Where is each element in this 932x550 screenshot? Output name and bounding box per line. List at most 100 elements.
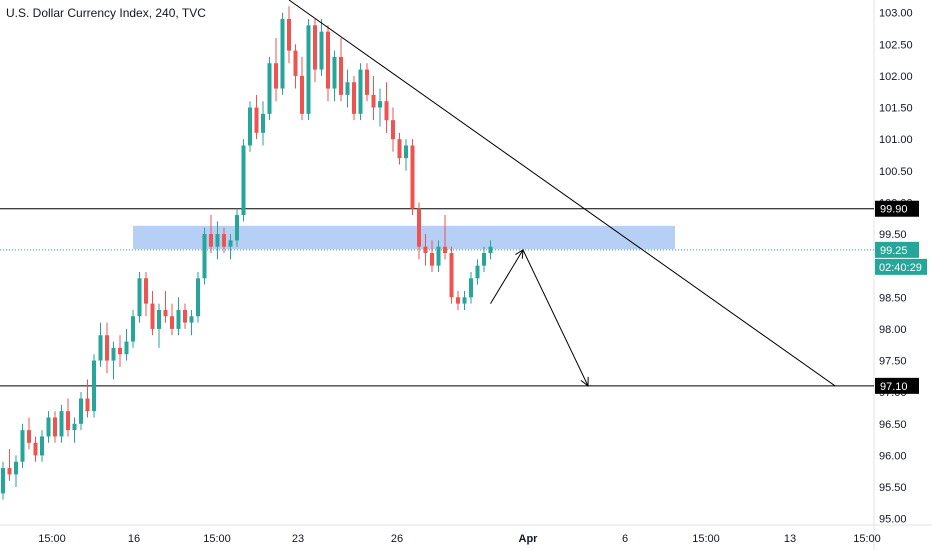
candle-up — [436, 246, 441, 266]
countdown-label: 02:40:29 — [879, 262, 922, 274]
candle-up — [404, 145, 408, 159]
x-tick-label: 15:00 — [203, 533, 231, 545]
y-tick-label: 101.50 — [879, 103, 913, 115]
candle-down — [365, 69, 369, 95]
candle-down — [313, 25, 317, 70]
y-tick-label: 103.00 — [879, 8, 913, 20]
candle-down — [287, 18, 291, 51]
x-tick-label: 13 — [784, 533, 796, 545]
candle-down — [105, 335, 109, 361]
candle-up — [215, 234, 220, 247]
y-tick-label: 102.50 — [879, 39, 913, 51]
candle-up — [92, 360, 96, 412]
support-zone — [133, 225, 675, 250]
candle-up — [482, 253, 486, 266]
candle-up — [20, 430, 25, 462]
candle-down — [274, 63, 278, 89]
chart-title: U.S. Dollar Currency Index, 240, TVC — [6, 6, 206, 20]
y-tick-label: 95.50 — [879, 482, 907, 494]
candle-down — [150, 303, 155, 329]
candle-up — [358, 69, 363, 114]
candle-down — [410, 145, 415, 209]
y-tick-label: 96.50 — [879, 419, 907, 431]
candle-down — [456, 297, 460, 304]
candle-up — [79, 398, 83, 424]
candle-up — [248, 107, 252, 146]
projection-arrow-up — [490, 250, 524, 304]
candle-up — [59, 411, 64, 437]
candle-down — [352, 82, 356, 114]
candle-up — [235, 215, 239, 241]
candle-down — [183, 309, 187, 323]
candle-up — [306, 25, 311, 114]
x-tick-label: 23 — [292, 533, 304, 545]
candle-up — [280, 18, 285, 89]
candle-up — [137, 278, 142, 317]
candle-up — [1, 468, 5, 494]
candle-down — [85, 398, 90, 412]
candle-down — [417, 208, 421, 247]
candle-down — [222, 234, 226, 247]
y-tick-label: 96.00 — [879, 450, 907, 462]
candle-up — [111, 347, 116, 361]
candle-up — [189, 316, 194, 323]
candle-up — [469, 278, 473, 298]
candle-up — [202, 234, 207, 279]
y-tick-label: 101.00 — [879, 134, 913, 146]
candle-up — [267, 63, 272, 114]
candle-down — [391, 120, 395, 140]
candle-down — [118, 347, 122, 355]
candle-up — [14, 461, 18, 475]
candle-down — [384, 101, 389, 121]
candle-down — [449, 253, 454, 298]
candle-down — [170, 316, 174, 329]
level-price-label: 99.90 — [880, 204, 908, 216]
candle-down — [397, 139, 402, 159]
candle-down — [27, 430, 31, 443]
x-tick-label: 16 — [128, 533, 140, 545]
candle-up — [157, 309, 161, 329]
y-tick-label: 97.50 — [879, 356, 907, 368]
candle-down — [430, 253, 434, 266]
candle-up — [40, 436, 44, 456]
y-tick-label: 99.50 — [879, 229, 907, 241]
x-tick-label: 15:00 — [38, 533, 66, 545]
level-price-label: 97.10 — [880, 381, 908, 393]
candle-down — [443, 246, 447, 254]
candle-up — [345, 82, 350, 95]
current-price-badge — [875, 241, 919, 258]
candle-up — [462, 297, 467, 304]
y-tick-label: 98.50 — [879, 292, 907, 304]
level-price-badge — [875, 200, 919, 217]
candle-down — [209, 234, 213, 247]
candle-up — [319, 31, 324, 70]
candle-down — [254, 107, 259, 133]
candle-up — [46, 417, 51, 437]
candle-down — [144, 278, 148, 304]
level-price-badge — [875, 377, 919, 394]
descending-trendline — [288, 0, 836, 387]
candle-up — [332, 56, 337, 89]
candle-down — [423, 246, 428, 254]
candle-down — [326, 31, 330, 89]
candle-up — [378, 101, 382, 108]
candle-down — [371, 94, 376, 108]
candle-up — [98, 335, 103, 361]
x-tick-label: 6 — [622, 533, 628, 545]
y-tick-label: 95.00 — [879, 514, 907, 526]
y-tick-label: 100.50 — [879, 166, 913, 178]
candle-down — [33, 442, 38, 456]
candle-down — [300, 75, 304, 114]
candle-down — [339, 56, 343, 95]
candle-down — [53, 417, 57, 437]
candle-up — [475, 265, 480, 279]
candle-up — [261, 113, 265, 133]
candle-up — [488, 246, 493, 254]
x-tick-label: 15:00 — [692, 533, 720, 545]
y-tick-label: 98.00 — [879, 324, 907, 336]
candle-down — [293, 50, 298, 76]
y-tick-label: 102.00 — [879, 71, 913, 83]
x-tick-label: 15:00 — [853, 533, 881, 545]
